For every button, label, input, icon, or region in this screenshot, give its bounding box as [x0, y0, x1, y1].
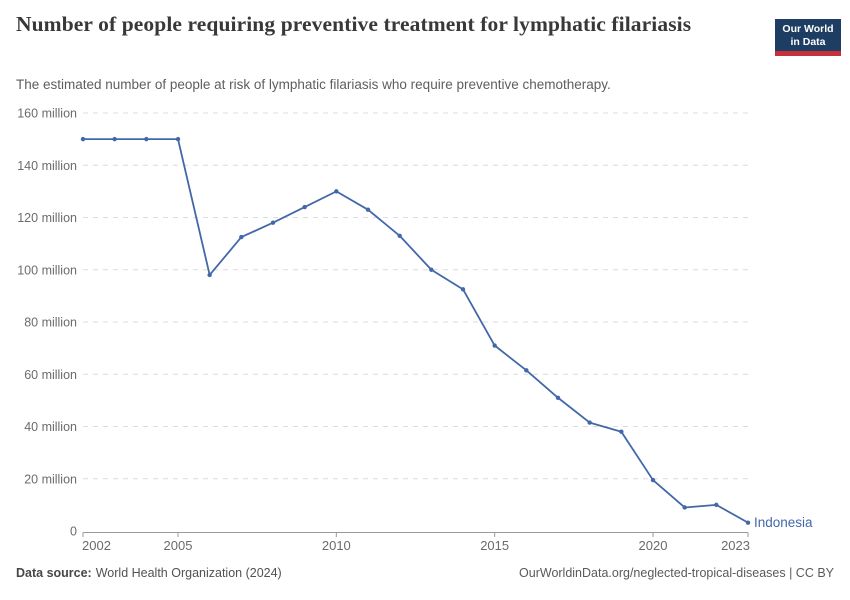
y-axis-tick-label: 40 million	[24, 420, 77, 434]
y-axis-tick-label: 140 million	[17, 159, 77, 173]
data-point[interactable]	[460, 287, 466, 292]
x-axis-tick-label: 2002	[82, 538, 111, 553]
data-point[interactable]	[175, 136, 181, 142]
data-point[interactable]	[524, 368, 529, 373]
data-point[interactable]	[365, 207, 371, 212]
data-point[interactable]	[555, 395, 561, 400]
y-axis-tick-label: 160 million	[17, 107, 77, 121]
y-axis-tick-label: 20 million	[24, 472, 77, 486]
data-point[interactable]	[619, 429, 624, 434]
data-source-value: World Health Organization (2024)	[95, 566, 282, 580]
data-point[interactable]	[80, 136, 86, 142]
data-point[interactable]	[587, 420, 592, 425]
owid-logo-line2: in Data	[790, 35, 826, 48]
y-axis-tick-label: 0	[70, 525, 77, 539]
x-axis-tick-label: 2023	[721, 538, 750, 553]
data-point[interactable]	[682, 505, 687, 510]
x-axis-tick-label: 2010	[322, 538, 351, 553]
data-point[interactable]	[144, 136, 149, 142]
line-chart[interactable]: 0 20 million 40 million 60 million 80 millio…	[0, 95, 850, 565]
chart-title: Number of people requiring preventive tr…	[16, 12, 692, 36]
footer-link[interactable]: OurWorldinData.org/neglected-tropical-di…	[519, 566, 834, 580]
data-point[interactable]	[745, 520, 751, 525]
data-point[interactable]	[492, 343, 497, 348]
owid-logo[interactable]: Our World in Data	[775, 19, 841, 56]
data-source: Data source: World Health Organization (2…	[16, 566, 282, 580]
chart-subtitle: The estimated number of people at risk o…	[16, 77, 611, 92]
y-axis-tick-label: 80 million	[24, 316, 77, 330]
x-axis-tick-label: 2020	[639, 538, 668, 553]
y-axis-tick-label: 100 million	[17, 263, 77, 277]
data-point[interactable]	[650, 477, 656, 483]
x-axis-tick-label: 2005	[164, 538, 193, 553]
data-source-label: Data source:	[16, 566, 92, 580]
data-point[interactable]	[397, 233, 402, 238]
owid-logo-line1: Our World	[782, 23, 834, 35]
data-point[interactable]	[334, 189, 339, 194]
y-axis-tick-label: 120 million	[17, 211, 77, 225]
data-point[interactable]	[112, 136, 117, 142]
data-line[interactable]	[82, 138, 749, 524]
data-point[interactable]	[302, 204, 307, 210]
data-point[interactable]	[207, 272, 212, 278]
y-axis-tick-label: 60 million	[24, 368, 77, 382]
data-point[interactable]	[239, 234, 244, 240]
data-point[interactable]	[270, 220, 276, 225]
x-axis-tick-label: 2015	[480, 538, 509, 553]
entity-label[interactable]: Indonesia	[754, 515, 813, 530]
data-point[interactable]	[714, 502, 719, 508]
data-point[interactable]	[429, 267, 434, 272]
